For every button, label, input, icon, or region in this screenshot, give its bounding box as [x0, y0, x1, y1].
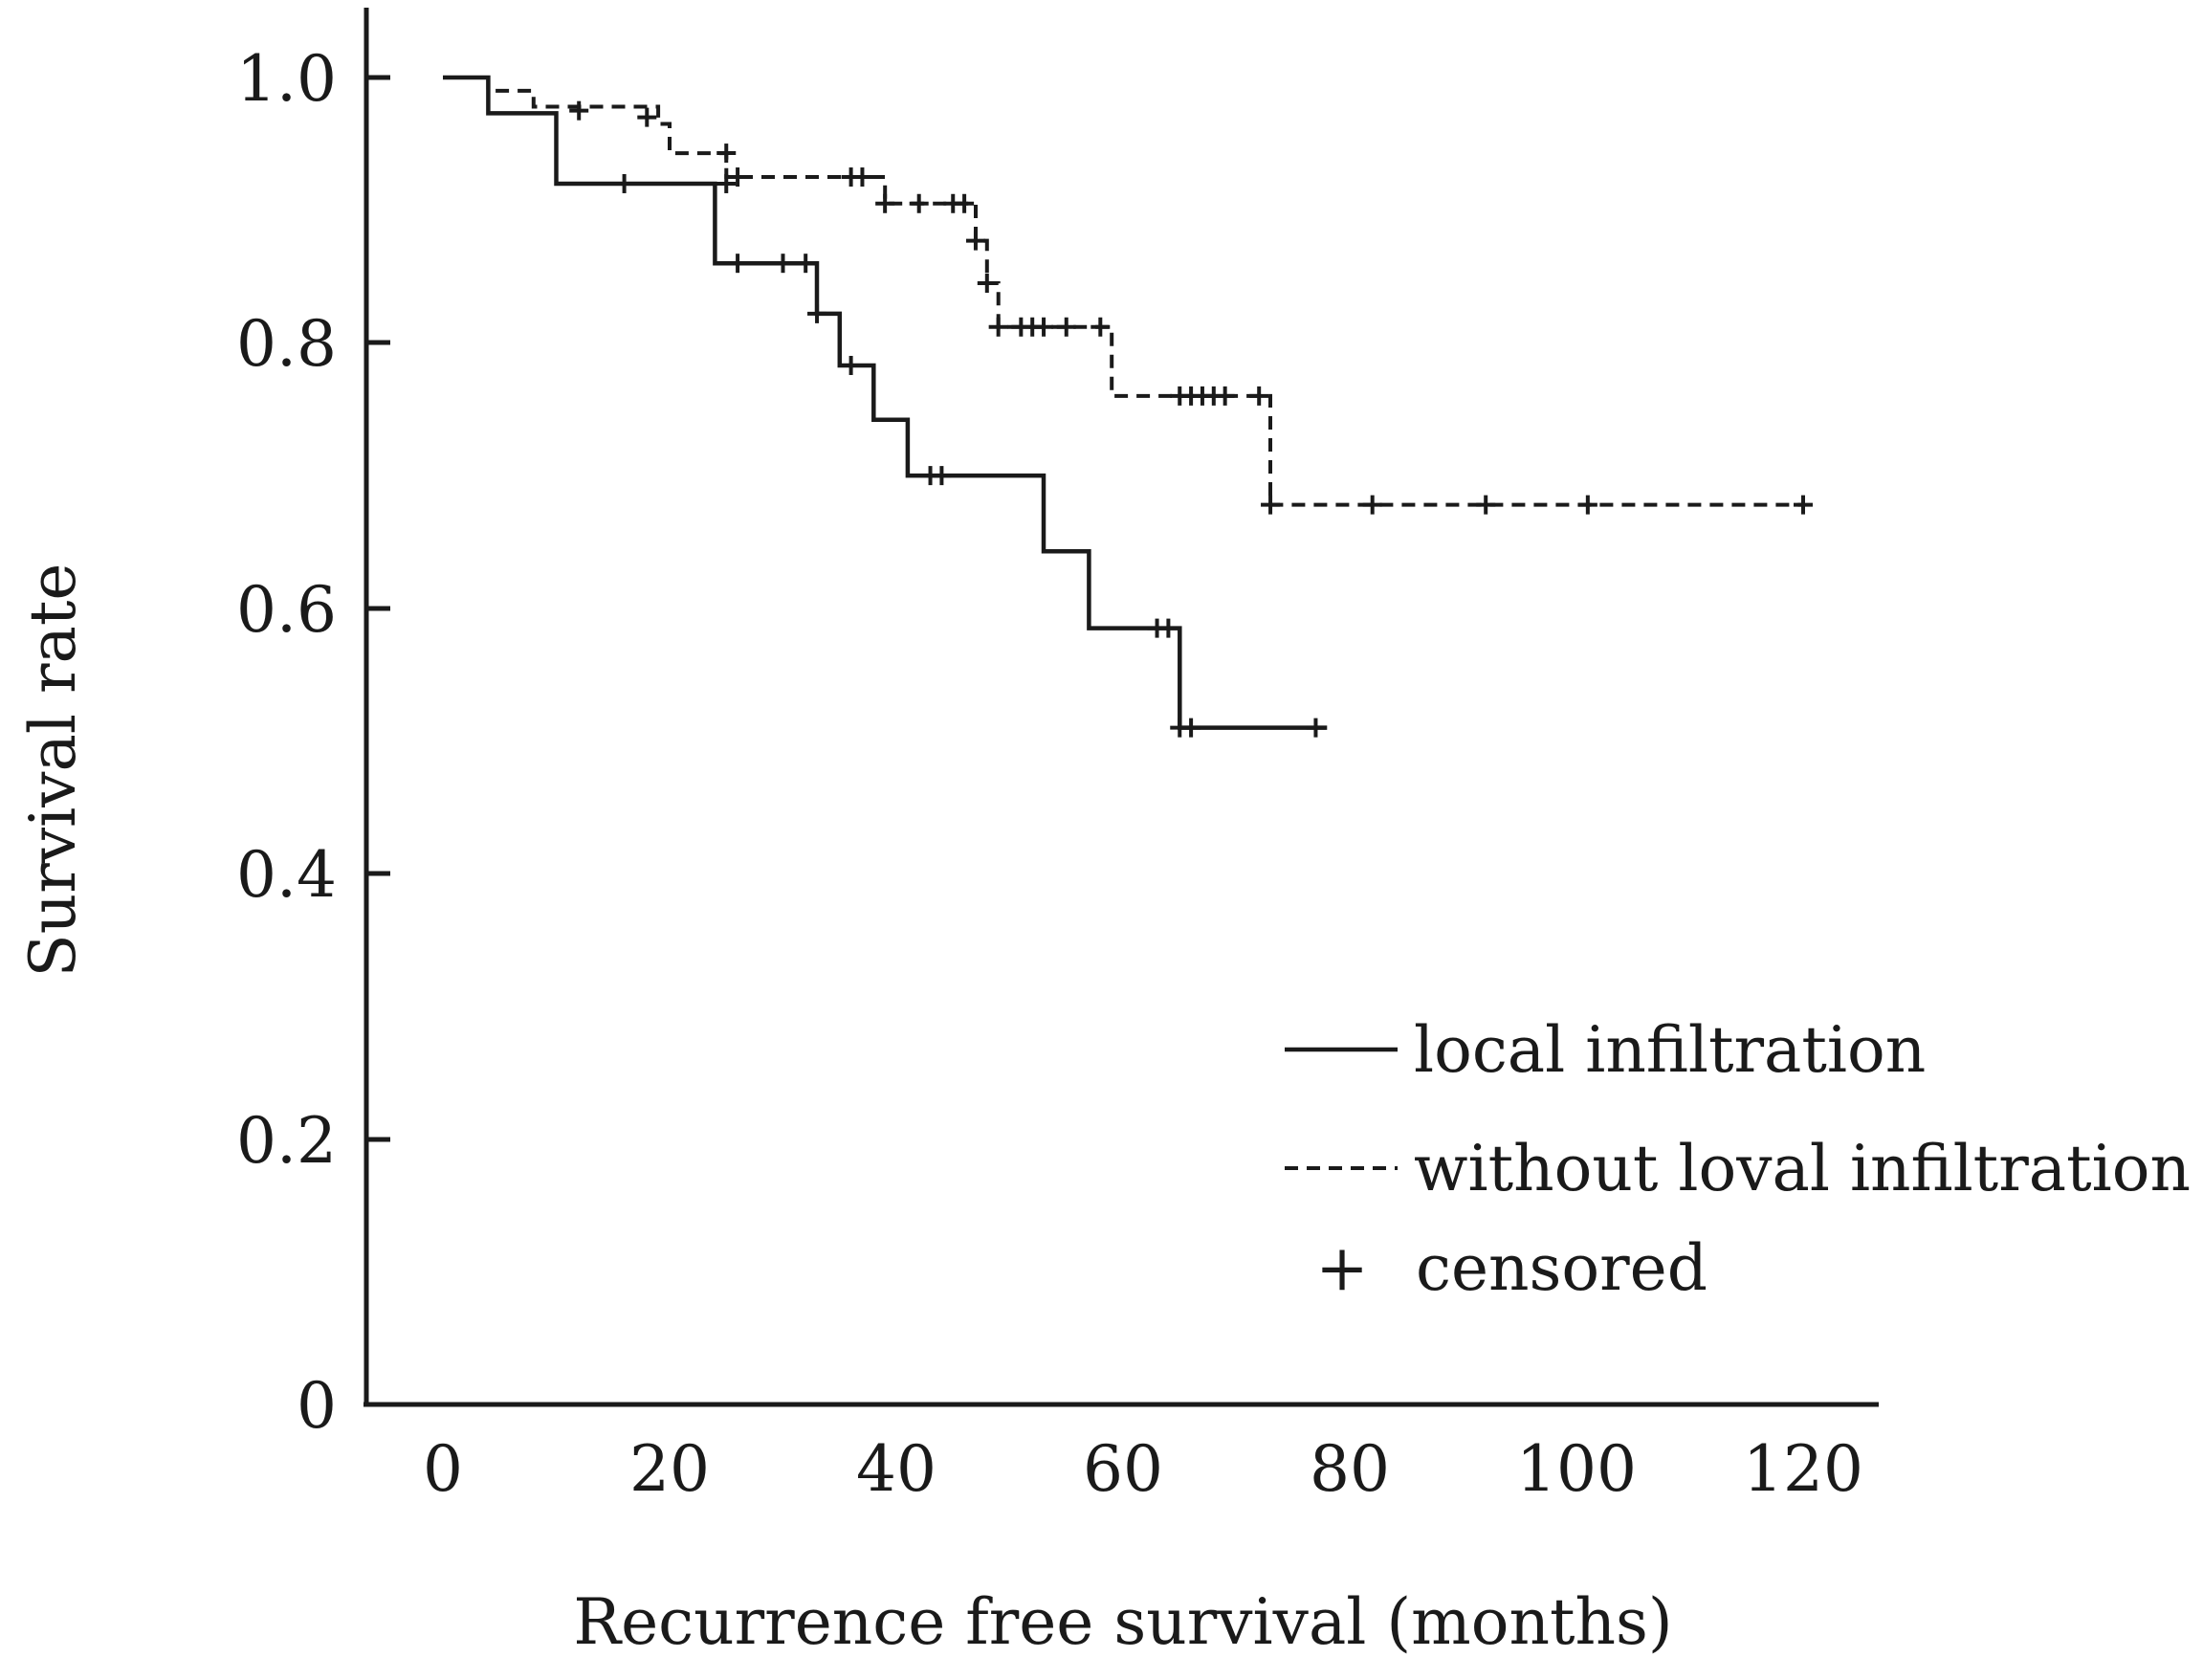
censor-mark	[1794, 495, 1813, 515]
censor-mark	[1249, 386, 1269, 406]
censor-marks	[569, 100, 1813, 738]
censor-mark	[1181, 718, 1201, 738]
x-axis-title: Recurrence free survival (months)	[573, 1585, 1672, 1659]
censor-mark	[852, 167, 872, 188]
y-tick-label: 0.2	[236, 1104, 337, 1178]
x-tick-label: 80	[1310, 1432, 1390, 1506]
y-tick-label: 0	[297, 1369, 337, 1443]
censor-mark	[932, 466, 952, 486]
legend-label-censored: censored	[1416, 1231, 1707, 1305]
censor-mark	[614, 173, 634, 193]
y-tick-label: 0.4	[236, 838, 337, 912]
censor-mark	[569, 100, 589, 121]
series-local-infiltration-line	[443, 75, 1328, 730]
censor-mark	[1034, 317, 1054, 337]
censor-mark	[1476, 495, 1496, 515]
censor-mark	[955, 193, 975, 213]
censor-mark	[909, 193, 929, 213]
y-tick-label: 0.8	[236, 307, 337, 381]
y-tick-labels: 0 0.2 0.4 0.6 0.8 1.0	[236, 42, 337, 1443]
censor-mark	[716, 144, 737, 164]
x-tick-label: 60	[1083, 1432, 1163, 1506]
censor-mark	[1158, 618, 1179, 638]
legend-label-without-infiltration: without loval infiltration	[1414, 1132, 2191, 1205]
censor-mark	[773, 254, 793, 274]
censor-mark	[728, 167, 748, 188]
censor-mark	[1056, 317, 1076, 337]
y-axis-title: Survival rate	[16, 564, 90, 978]
censor-mark	[965, 231, 985, 251]
censor-mark	[1261, 495, 1281, 515]
censor-mark	[637, 107, 657, 127]
x-tick-label: 120	[1743, 1432, 1863, 1506]
legend: local infiltration without loval infiltr…	[1285, 1013, 2191, 1305]
censor-mark	[807, 303, 827, 323]
x-tick-label: 40	[856, 1432, 936, 1506]
censor-mark	[1090, 317, 1111, 337]
legend-label-local-infiltration: local infiltration	[1414, 1013, 1926, 1087]
legend-censored-symbol: +	[1315, 1231, 1368, 1305]
censor-mark	[1362, 495, 1382, 515]
censor-mark	[875, 193, 895, 213]
censor-mark	[977, 273, 997, 293]
censor-mark	[728, 254, 748, 274]
censor-mark	[1577, 495, 1597, 515]
x-tick-label: 0	[423, 1432, 463, 1506]
y-tick-label: 1.0	[236, 42, 337, 116]
x-tick-label: 100	[1516, 1432, 1637, 1506]
censor-mark	[841, 355, 861, 375]
x-tick-labels: 0 20 40 60 80 100 120	[423, 1432, 1863, 1506]
censor-mark	[1215, 386, 1235, 406]
x-tick-label: 20	[629, 1432, 710, 1506]
y-tick-label: 0.6	[236, 573, 337, 647]
censor-mark	[796, 254, 816, 274]
censor-mark	[1306, 718, 1326, 738]
censor-mark	[988, 317, 1008, 337]
series-without-infiltration-line	[443, 76, 1803, 507]
censor-mark	[716, 173, 737, 193]
y-ticks	[366, 75, 390, 1407]
